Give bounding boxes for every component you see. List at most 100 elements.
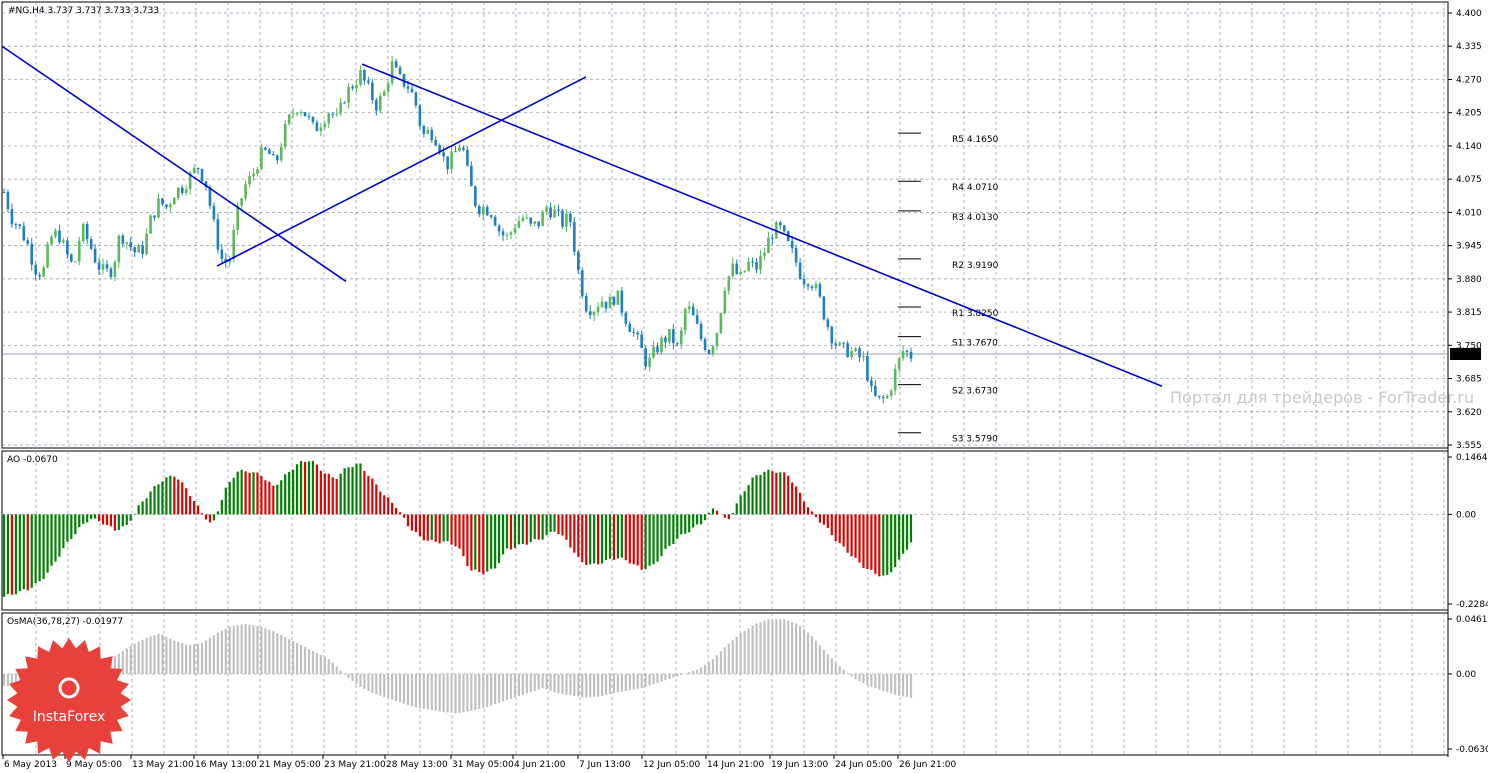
- candle-body: [386, 83, 390, 92]
- candle-body: [501, 231, 505, 236]
- candle-body: [228, 259, 232, 263]
- candle-body: [34, 264, 37, 275]
- indicator-tick-label: 0.00: [1456, 510, 1476, 520]
- time-tick-label: 9 May 05:00: [66, 760, 122, 770]
- candle-body: [573, 221, 576, 252]
- price-tick-label: 3.815: [1456, 308, 1482, 318]
- candle-body: [489, 215, 493, 218]
- candle-body: [604, 301, 608, 309]
- candle-body: [636, 332, 640, 335]
- price-tick-label: 3.685: [1456, 375, 1482, 385]
- price-tick-label: 3.620: [1456, 408, 1482, 418]
- candle-body: [58, 230, 61, 243]
- candle-body: [10, 208, 14, 225]
- candle-body: [311, 116, 315, 123]
- price-tick-label: 3.945: [1456, 242, 1482, 252]
- candle-body: [727, 276, 731, 291]
- candle-body: [691, 306, 695, 316]
- candle-body: [866, 355, 869, 381]
- pivot-label: R3 4.0130: [952, 213, 999, 223]
- candle-body: [216, 219, 220, 250]
- candle-body: [394, 61, 398, 68]
- time-tick-label: 13 May 21:00: [132, 760, 194, 770]
- candle-body: [553, 209, 556, 218]
- candle-body: [327, 113, 331, 124]
- candle-body: [46, 244, 49, 268]
- candle-body: [874, 385, 877, 396]
- time-tick-label: 12 Jun 05:00: [643, 760, 700, 770]
- candle-body: [695, 315, 699, 324]
- candle-body: [66, 240, 69, 255]
- candle-body: [50, 236, 53, 245]
- candle-body: [842, 342, 845, 344]
- candle-body: [529, 217, 533, 224]
- candle-body: [343, 102, 346, 104]
- price-tick-label: 4.075: [1456, 175, 1482, 185]
- candle-body: [822, 296, 826, 320]
- candle-body: [541, 211, 544, 227]
- candle-body: [881, 397, 885, 399]
- candle-body: [759, 255, 762, 270]
- time-tick-label: 14 Jun 21:00: [707, 760, 764, 770]
- candle-body: [660, 337, 663, 353]
- candle-body: [885, 395, 889, 399]
- candle-body: [173, 197, 176, 205]
- candle-body: [699, 323, 703, 340]
- candle-body: [188, 172, 192, 190]
- candle-body: [93, 248, 97, 263]
- pivot-label: S1 3.7670: [952, 339, 998, 349]
- trendlines: [1, 45, 1163, 387]
- candle-body: [509, 232, 513, 235]
- candle-body: [438, 145, 441, 153]
- candle-body: [814, 284, 818, 289]
- time-tick-label: 6 May 2013: [4, 760, 57, 770]
- candle-body: [608, 297, 612, 309]
- candle-body: [533, 221, 537, 224]
- candle-body: [771, 237, 774, 239]
- candle-body: [260, 147, 263, 170]
- candle-body: [513, 227, 517, 233]
- candle-body: [105, 264, 109, 269]
- candle-body: [153, 215, 156, 218]
- candle-body: [141, 245, 144, 255]
- candle-body: [418, 105, 422, 126]
- time-tick-label: 4 Jun 21:00: [514, 760, 566, 770]
- indicator-tick-label: -0.06302: [1456, 745, 1488, 755]
- candle-body: [275, 155, 279, 161]
- time-tick-label: 19 Jun 13:00: [771, 760, 828, 770]
- candle-body: [272, 154, 275, 156]
- logo-icon: [58, 677, 80, 699]
- candle-body: [113, 262, 117, 277]
- candle-body: [2, 191, 6, 193]
- candle-body: [331, 113, 335, 115]
- candle-body: [18, 224, 22, 226]
- candle-body: [870, 380, 873, 386]
- candle-body: [739, 272, 742, 274]
- candle-body: [687, 306, 691, 310]
- candle-body: [580, 270, 584, 297]
- candle-body: [77, 241, 81, 262]
- price-axis: 4.400 4.335 4.270 4.205 4.140 4.075 4.010 3.945…: [2, 9, 1482, 451]
- candle-body: [6, 192, 10, 209]
- candle-body: [450, 151, 453, 170]
- candle-body: [406, 86, 410, 89]
- price-tick-label: 4.010: [1456, 208, 1482, 218]
- candle-body: [169, 204, 172, 208]
- candle-body: [81, 224, 85, 242]
- candle-body: [612, 297, 616, 305]
- pivot-label: R5 4.1650: [952, 135, 999, 145]
- candle-body: [192, 167, 196, 173]
- candle-body: [889, 390, 893, 396]
- candle-body: [909, 351, 913, 359]
- candle-body: [97, 262, 101, 270]
- time-tick-label: 28 May 13:00: [386, 760, 448, 770]
- candle-body: [371, 82, 374, 101]
- candle-body: [295, 113, 299, 115]
- candle-body: [184, 189, 188, 193]
- candle-body: [850, 350, 853, 358]
- candle-body: [236, 205, 239, 230]
- candle-body: [798, 262, 802, 279]
- candle-body: [652, 346, 655, 358]
